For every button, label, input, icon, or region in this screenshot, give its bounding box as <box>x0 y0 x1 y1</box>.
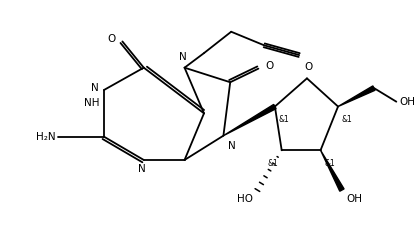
Polygon shape <box>338 86 375 107</box>
Text: N: N <box>138 164 146 174</box>
Text: O: O <box>265 61 273 71</box>
Text: N: N <box>91 83 99 93</box>
Text: &1: &1 <box>267 159 278 168</box>
Text: N: N <box>228 140 236 151</box>
Text: HO: HO <box>237 194 253 204</box>
Text: &1: &1 <box>279 115 290 124</box>
Text: O: O <box>107 34 116 44</box>
Text: OH: OH <box>347 194 363 204</box>
Text: &1: &1 <box>325 159 335 168</box>
Polygon shape <box>223 104 276 136</box>
Polygon shape <box>320 150 344 191</box>
Text: N: N <box>179 52 186 62</box>
Text: &1: &1 <box>342 115 353 124</box>
Text: OH: OH <box>399 97 415 107</box>
Text: O: O <box>305 62 313 71</box>
Text: H₂N: H₂N <box>36 132 55 142</box>
Text: NH: NH <box>83 98 99 108</box>
